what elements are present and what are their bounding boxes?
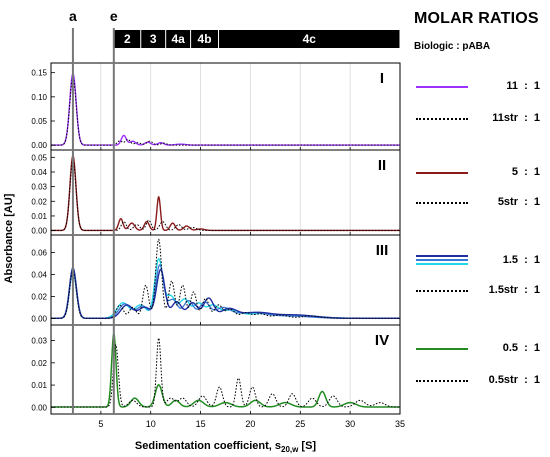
y-tick-label: 0.05 <box>31 153 47 162</box>
region-band <box>219 30 400 48</box>
series-line <box>50 154 401 232</box>
x-tick-label: 15 <box>196 419 206 429</box>
y-tick-label: 0.00 <box>31 403 47 412</box>
x-tick-label: 5 <box>98 419 103 429</box>
y-tick-label: 0.04 <box>31 168 47 177</box>
series-line <box>51 238 400 319</box>
marker-label: e <box>110 8 118 24</box>
panel-frame <box>50 149 401 236</box>
y-tick-label: 0.01 <box>31 381 47 390</box>
y-tick-label: 0.03 <box>31 337 47 346</box>
y-tick-label: 0.15 <box>31 69 47 78</box>
y-tick-label: 0.04 <box>31 271 47 280</box>
y-axis-label: Absorbance [AU] <box>3 193 15 283</box>
y-tick-label: 0.02 <box>31 359 47 368</box>
y-tick-label: 0.10 <box>31 93 47 102</box>
x-axis-label: Sedimentation coefficient, s20,w [S] <box>135 440 316 454</box>
y-tick-label: 0.03 <box>31 183 47 192</box>
y-tick-label: 0.00 <box>31 227 47 236</box>
region-band <box>114 30 141 48</box>
panel-frame <box>50 324 401 415</box>
region-label: 4a <box>171 32 185 46</box>
series-line <box>50 332 401 408</box>
region-label: 3 <box>150 32 157 46</box>
x-tick-label: 35 <box>395 419 405 429</box>
region-band <box>166 30 191 48</box>
region-band <box>141 30 166 48</box>
y-tick-label: 0.05 <box>31 117 47 126</box>
region-band <box>191 30 219 48</box>
x-tick-label: 20 <box>245 419 255 429</box>
series-line <box>51 337 400 408</box>
panel-label: II <box>378 157 386 174</box>
region-label: 2 <box>124 32 131 46</box>
region-label: 4b <box>198 32 212 46</box>
region-label: 4c <box>303 32 317 46</box>
marker-label: a <box>69 8 77 24</box>
y-tick-label: 0.01 <box>31 212 47 221</box>
panel-frame <box>50 62 401 151</box>
panel-label: III <box>376 242 389 259</box>
panel-label: IV <box>375 332 389 349</box>
x-tick-label: 25 <box>295 419 305 429</box>
panel-label: I <box>380 70 384 87</box>
y-tick-label: 0.02 <box>31 292 47 301</box>
y-tick-label: 0.00 <box>31 141 47 150</box>
series-line <box>50 72 401 146</box>
x-tick-label: 30 <box>345 419 355 429</box>
panel-frame <box>50 234 401 326</box>
y-tick-label: 0.06 <box>31 249 47 258</box>
series-line <box>51 76 400 146</box>
series-line <box>51 159 400 231</box>
x-tick-label: 10 <box>146 419 156 429</box>
y-tick-label: 0.00 <box>31 314 47 323</box>
y-tick-label: 0.02 <box>31 197 47 206</box>
